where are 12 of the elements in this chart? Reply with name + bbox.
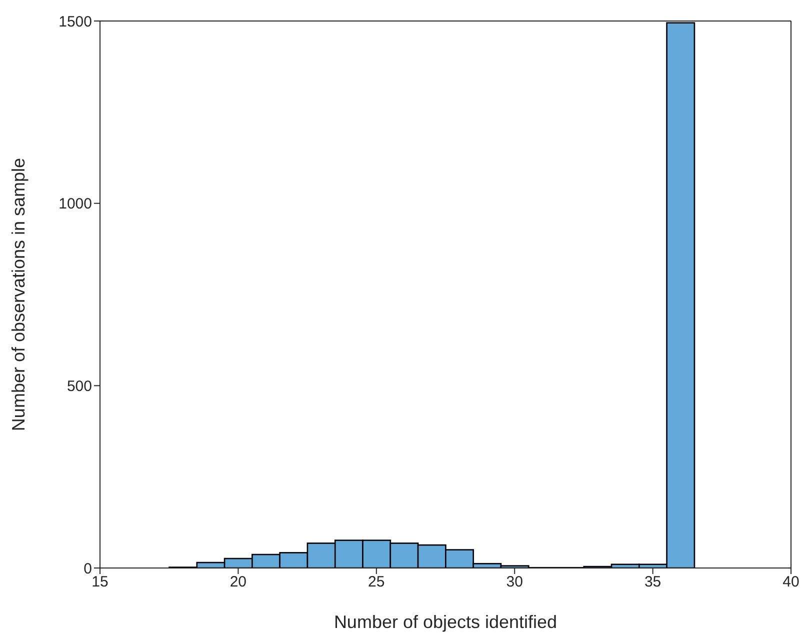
x-tick-label: 40 bbox=[782, 574, 800, 591]
x-tick-label: 20 bbox=[230, 574, 247, 591]
y-tick-label: 1000 bbox=[58, 196, 92, 213]
x-axis-title: Number of objects identified bbox=[334, 612, 558, 632]
x-tick-label: 30 bbox=[506, 574, 523, 591]
y-tick-label: 500 bbox=[66, 378, 92, 395]
y-tick-label: 1500 bbox=[58, 13, 92, 30]
y-tick-label: 0 bbox=[84, 560, 92, 578]
x-tick-label: 25 bbox=[368, 574, 385, 591]
x-tick-label: 35 bbox=[644, 574, 662, 591]
y-axis-title: Number of observations in sample bbox=[8, 158, 28, 432]
x-tick-label: 15 bbox=[92, 574, 108, 591]
